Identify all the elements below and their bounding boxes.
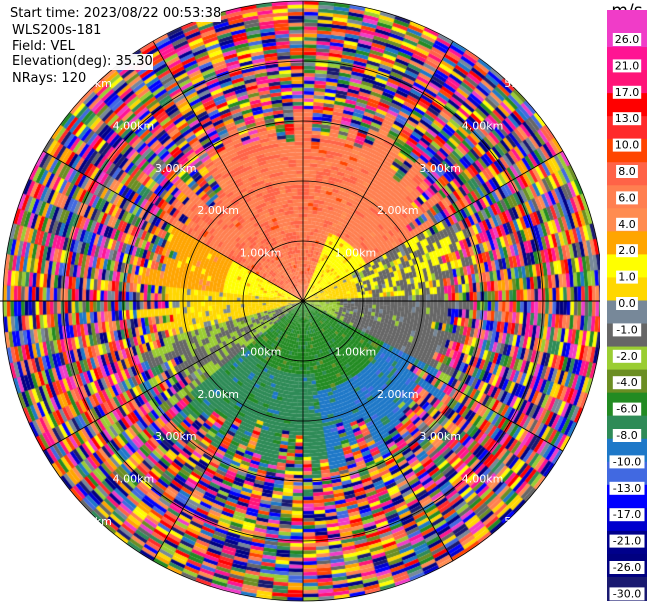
colorbar-tick-bg bbox=[609, 534, 645, 548]
colorbar-tick-bg bbox=[612, 138, 642, 152]
range-ring-label: 2.00km bbox=[377, 388, 419, 401]
range-ring-label: 4.00km bbox=[113, 119, 155, 132]
range-ring-label: 1.00km bbox=[335, 247, 377, 260]
colorbar-tick-bg bbox=[612, 323, 642, 337]
colorbar-tick-bg bbox=[612, 402, 642, 416]
colorbar-tick-bg bbox=[609, 561, 645, 574]
colorbar-tick-label: -1.0 bbox=[616, 323, 637, 336]
range-ring-label: 4.00km bbox=[113, 473, 155, 486]
colorbar-tick-bg bbox=[609, 508, 645, 522]
colorbar-tick-label: -21.0 bbox=[613, 535, 641, 548]
colorbar-tick-label: 2.0 bbox=[618, 244, 636, 257]
colorbar-tick-label: -4.0 bbox=[616, 376, 637, 389]
range-ring-label: 4.00km bbox=[462, 473, 504, 486]
azimuth-spoke bbox=[302, 40, 454, 302]
colorbar-tick-bg bbox=[609, 481, 645, 495]
colorbar-tick-label: -2.0 bbox=[616, 350, 637, 363]
ppi-overlay: 1.00km 1.00km 1.00km 1.00km 2.00km 2.00km 2.00… bbox=[0, 0, 600, 602]
range-ring-label: 3.00km bbox=[419, 162, 461, 175]
colorbar-tick-label: 1.0 bbox=[618, 271, 636, 284]
colorbar-tick-label: -26.0 bbox=[613, 561, 641, 574]
colorbar-tick-bg bbox=[609, 455, 645, 469]
range-ring-label: 1.00km bbox=[240, 247, 282, 260]
colorbar: m/s 26.021.017.013.010.08.06.04.02.01.00… bbox=[607, 1, 647, 601]
colorbar-tick-bg bbox=[609, 587, 645, 601]
colorbar-tick-label: 13.0 bbox=[615, 112, 640, 125]
colorbar-tick-bg bbox=[612, 85, 642, 99]
colorbar-tick-label: -17.0 bbox=[613, 508, 641, 521]
azimuth-spoke bbox=[302, 300, 454, 562]
range-ring-label: 2.00km bbox=[197, 204, 239, 217]
range-ring-label: 3.00km bbox=[155, 430, 197, 443]
colorbar-tick-label: 6.0 bbox=[618, 191, 636, 204]
colorbar-tick-bg bbox=[616, 165, 638, 178]
colorbar-tick-bg bbox=[616, 244, 638, 258]
range-ring-label: 5.00km bbox=[70, 515, 112, 528]
range-ring-label: 5.00km bbox=[504, 515, 546, 528]
colorbar-tick-bg bbox=[612, 33, 642, 46]
colorbar-tick-bg bbox=[612, 349, 642, 363]
range-ring-label: 2.00km bbox=[197, 388, 239, 401]
azimuth-spoke bbox=[42, 300, 304, 452]
colorbar-tick-bg bbox=[616, 297, 638, 310]
colorbar-tick-bg bbox=[612, 59, 642, 73]
instrument-label: WLS200s-181 bbox=[12, 23, 102, 39]
colorbar-tick-bg bbox=[616, 270, 638, 284]
range-ring-label: 1.00km bbox=[240, 345, 282, 358]
range-ring-label: 4.00km bbox=[462, 119, 504, 132]
colorbar-tick-label: 17.0 bbox=[615, 86, 640, 99]
start-time-label: Start time: 2023/08/22 00:53:38 bbox=[10, 6, 222, 22]
ppi-radar-plot bbox=[0, 0, 600, 607]
colorbar-tick-label: 8.0 bbox=[618, 165, 636, 178]
colorbar-tick-bg bbox=[612, 112, 642, 126]
range-ring-label: 5.00km bbox=[504, 77, 546, 90]
colorbar-tick-bg bbox=[612, 429, 642, 442]
colorbar-tick-label: -10.0 bbox=[613, 455, 641, 468]
colorbar-tick-label: -13.0 bbox=[613, 482, 641, 495]
colorbar-tick-label: -8.0 bbox=[616, 429, 637, 442]
range-ring-label: 3.00km bbox=[155, 162, 197, 175]
azimuth-spoke bbox=[302, 150, 564, 302]
colorbar-tick-bg bbox=[616, 191, 638, 205]
colorbar-tick-label: 0.0 bbox=[618, 297, 636, 310]
colorbar-tick-label: 21.0 bbox=[615, 59, 640, 72]
range-ring-label: 3.00km bbox=[419, 430, 461, 443]
elevation-label: Elevation(deg): 35.30 bbox=[12, 54, 153, 70]
colorbar-tick-label: 4.0 bbox=[618, 218, 636, 231]
field-label: Field: VEL bbox=[12, 39, 75, 55]
colorbar-tick-label: 26.0 bbox=[615, 33, 640, 46]
azimuth-spoke bbox=[152, 300, 304, 562]
azimuth-spoke bbox=[152, 40, 304, 302]
nrays-label: NRays: 120 bbox=[12, 71, 87, 87]
range-ring-label: 1.00km bbox=[335, 345, 377, 358]
colorbar-tick-bg bbox=[612, 376, 642, 390]
colorbar-tick-label: -6.0 bbox=[616, 403, 637, 416]
azimuth-spoke bbox=[302, 300, 564, 452]
range-ring-label: 2.00km bbox=[377, 204, 419, 217]
colorbar-tick-label: 10.0 bbox=[615, 139, 640, 152]
azimuth-spoke bbox=[42, 150, 304, 302]
colorbar-tick-label: -30.0 bbox=[613, 587, 641, 600]
colorbar-tick-bg bbox=[616, 217, 638, 231]
